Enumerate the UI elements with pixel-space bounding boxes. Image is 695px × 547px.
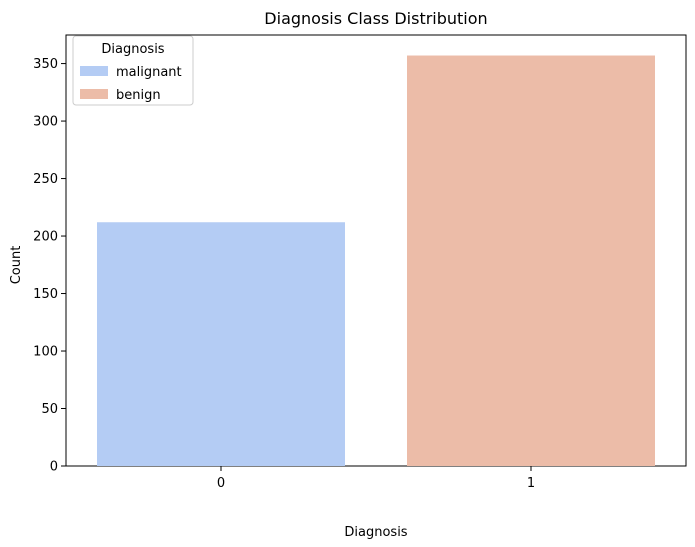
legend-label-benign: benign [116,88,161,103]
legend-label-malignant: malignant [116,65,182,80]
y-axis: 0 50 100 150 200 250 300 350 [33,57,66,475]
legend-swatch-benign [80,89,108,99]
legend-title: Diagnosis [101,42,164,57]
x-axis-label: Diagnosis [344,525,407,540]
chart-title: Diagnosis Class Distribution [264,9,487,28]
y-tick-label: 350 [33,57,58,72]
y-tick-label: 200 [33,230,58,245]
legend-box [72,35,194,106]
x-tick-label: 1 [527,476,535,491]
plot-area [65,34,687,467]
y-tick-label: 150 [33,287,58,302]
y-axis-label: Count [9,246,24,285]
plot-frame [65,34,687,467]
bars-group [97,55,655,467]
y-tick-label: 0 [50,460,58,475]
y-tick-label: 250 [33,172,58,187]
legend: Diagnosis malignant benign [72,35,194,106]
legend-swatch-malignant [80,66,108,76]
y-tick-label: 100 [33,345,58,360]
bar-0 [97,222,345,466]
x-tick-label: 0 [217,476,225,491]
y-tick-label: 50 [41,402,58,417]
bar-1 [407,55,655,467]
y-tick-label: 300 [33,115,58,130]
